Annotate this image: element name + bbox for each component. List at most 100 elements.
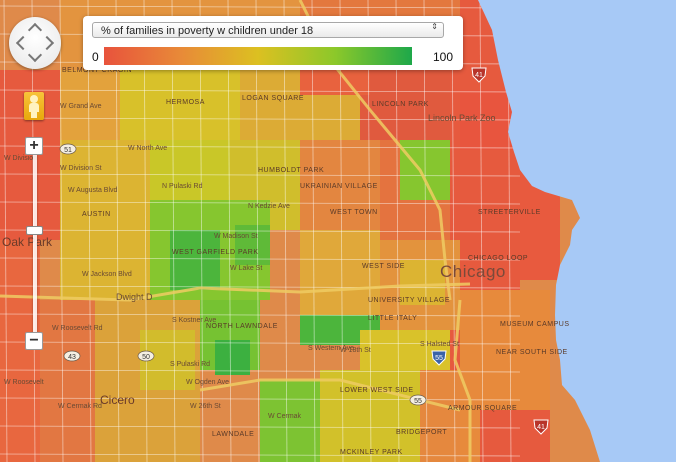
map-labels: Chicago Oak Park Cicero LINCOLN PARK Lin… [2, 67, 570, 456]
lincoln-park-zoo-label: Lincoln Park Zoo [428, 113, 496, 123]
austin-label: AUSTIN [82, 211, 111, 218]
west-town-label: WEST TOWN [330, 209, 378, 216]
tract[interactable] [360, 330, 450, 370]
oak-park-label: Oak Park [2, 235, 53, 249]
shield-i41-top: 41 [471, 67, 487, 83]
pan-control[interactable] [9, 17, 61, 69]
w-division-label: W Division [4, 155, 37, 162]
tract-boundary [115, 0, 120, 462]
pan-right-icon[interactable] [39, 35, 55, 51]
w-madison-st-label: W Madison St [214, 233, 258, 240]
w-augusta-blvd-label: W Augusta Blvd [68, 187, 118, 194]
bridgeport-label: BRIDGEPORT [396, 429, 447, 436]
tract[interactable] [170, 230, 220, 290]
tract-boundary [87, 0, 92, 462]
near-south-side-label: NEAR SOUTH SIDE [496, 349, 568, 356]
lower-west-side-label: LOWER WEST SIDE [340, 387, 414, 394]
shield-r50: 50 [137, 350, 155, 362]
tract-boundary [0, 369, 521, 373]
tract-boundary [423, 0, 428, 462]
legend-gradient-bar [104, 47, 412, 65]
tract-boundary [0, 173, 521, 177]
tract[interactable] [60, 140, 150, 300]
tract[interactable] [480, 410, 550, 462]
tract[interactable] [40, 300, 95, 462]
tract-boundary [451, 0, 456, 462]
pegman-legs [31, 111, 37, 118]
tract-boundary [0, 145, 521, 149]
museum-campus-label: MUSEUM CAMPUS [500, 321, 570, 328]
metric-select[interactable]: % of families in poverty w children unde… [92, 22, 444, 38]
tract-boundary [59, 0, 64, 462]
lincoln-park-label: LINCOLN PARK [372, 101, 429, 108]
pan-up-icon[interactable] [27, 22, 43, 38]
w-18th-st-label: W 18th St [340, 347, 371, 354]
tract-boundary [0, 229, 521, 233]
tract[interactable] [400, 260, 445, 305]
tract-boundary [0, 341, 521, 345]
lake-michigan [478, 0, 676, 462]
svg-text:41: 41 [475, 72, 483, 79]
chicago-label: Chicago [440, 262, 506, 281]
hermosa-label: HERMOSA [166, 99, 205, 106]
s-halsted-st-label: S Halsted St [420, 341, 459, 348]
w-cermak-rd-label: W Cermak Rd [58, 403, 102, 410]
pan-down-icon[interactable] [27, 47, 43, 63]
w-north-ave-label: W North Ave [128, 145, 167, 152]
svg-text:41: 41 [537, 424, 545, 431]
tract[interactable] [235, 225, 270, 265]
w-cermak-label: W Cermak [268, 413, 302, 420]
zoom-slider-handle[interactable] [26, 226, 43, 235]
svg-text:43: 43 [68, 354, 76, 361]
tract-boundary [0, 5, 521, 9]
armour-square-label: ARMOUR SQUARE [448, 405, 517, 412]
tract-boundary [0, 117, 521, 121]
cicero-label: Cicero [100, 393, 135, 407]
tract-boundary [395, 0, 400, 462]
tract[interactable] [360, 60, 450, 140]
chicago-loop-label: CHICAGO LOOP [468, 255, 528, 262]
tract-boundary [3, 0, 8, 462]
logan-square-label: LOGAN SQUARE [242, 95, 304, 102]
tract-boundary [0, 257, 521, 261]
tract-boundary [0, 313, 521, 317]
pan-left-icon[interactable] [15, 35, 31, 51]
shield-r43: 43 [63, 350, 81, 362]
svg-text:50: 50 [142, 354, 150, 361]
street-view-pegman-icon[interactable] [24, 92, 44, 120]
tract-boundary [0, 425, 521, 429]
n-pulaski-rd-label: N Pulaski Rd [162, 183, 203, 190]
tract[interactable] [120, 70, 240, 140]
zoom-in-button[interactable]: + [25, 137, 43, 155]
streeterville-label: STREETERVILLE [478, 209, 541, 216]
svg-text:55: 55 [414, 398, 422, 405]
zoom-out-button[interactable]: − [25, 332, 43, 350]
w-grand-ave-label: W Grand Ave [60, 103, 102, 110]
tract-boundary [0, 89, 521, 93]
little-italy-label: LITTLE ITALY [368, 315, 417, 322]
tract-boundary [0, 285, 521, 289]
tract[interactable] [320, 370, 420, 462]
north-lawndale-label: NORTH LAWNDALE [206, 323, 278, 330]
w-lake-st-label: W Lake St [230, 265, 262, 272]
university-village-label: UNIVERSITY VILLAGE [368, 297, 450, 304]
shield-i55: 55 [431, 350, 447, 366]
w-26th-st-label: W 26th St [190, 403, 221, 410]
select-arrows-icon: ⇕ [431, 22, 438, 31]
tract-boundary [0, 201, 521, 205]
zoom-slider-track[interactable] [33, 152, 37, 334]
tract[interactable] [215, 340, 250, 375]
legend-max-label: 100 [432, 50, 453, 64]
tract[interactable] [420, 370, 460, 462]
west-side-label: WEST SIDE [362, 263, 405, 270]
tract[interactable] [260, 380, 320, 462]
belmont-cragin-label: BELMONT CRAGIN [62, 67, 132, 74]
pegman-head [30, 95, 38, 103]
ukrainian-village-label: UKRAINIAN VILLAGE [300, 183, 378, 190]
tract-boundary [0, 453, 521, 457]
metric-select-value: % of families in poverty w children unde… [101, 25, 314, 37]
humboldt-park-label: HUMBOLDT PARK [258, 167, 324, 174]
road-shields: 41 41 51 50 43 55 [59, 67, 549, 435]
